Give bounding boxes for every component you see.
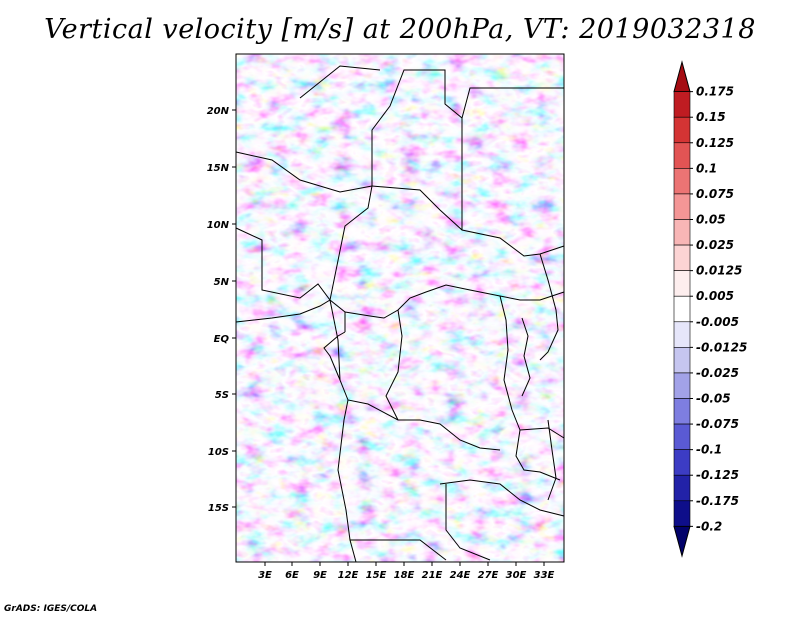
colorbar-label: -0.1 (696, 443, 722, 457)
colorbar-label: 0.025 (696, 238, 734, 252)
colorbar-label: -0.0125 (696, 340, 747, 354)
lon-label: 33E (534, 570, 555, 581)
colorbar-swatch (673, 219, 691, 246)
lat-label: 10N (207, 220, 230, 231)
colorbar: 0.175 0.15 0.125 0.1 0.075 0.05 0.025 0.0125 0.0… (673, 60, 747, 558)
colorbar-swatch (673, 321, 691, 348)
lat-label: EQ (214, 334, 230, 345)
country-boundaries (235, 65, 565, 563)
colorbar-label: -0.175 (696, 494, 739, 508)
colorbar-label: -0.2 (696, 519, 722, 533)
lon-label: 18E (394, 570, 415, 581)
colorbar-swatch (673, 244, 691, 271)
colorbar-swatch (673, 193, 691, 220)
colorbar-swatch (673, 347, 691, 374)
colorbar-label: -0.075 (696, 417, 739, 431)
colorbar-swatch (673, 398, 691, 425)
colorbar-swatch (673, 116, 691, 144)
lon-label: 21E (422, 570, 443, 581)
plot-frame (235, 53, 565, 563)
colorbar-label: 0.05 (696, 212, 726, 226)
lon-label: 3E (258, 570, 272, 581)
colorbar-swatch (673, 91, 691, 118)
colorbar-label: 0.005 (696, 289, 734, 303)
colorbar-swatch (673, 423, 691, 450)
colorbar-swatch (673, 295, 691, 323)
colorbar-top-triangle (673, 60, 691, 93)
lon-label: 27E (478, 570, 499, 581)
map-title: Vertical velocity [m/s] at 200hPa, VT: 2… (44, 14, 756, 45)
colorbar-swatch (673, 500, 691, 527)
lon-label: 12E (338, 570, 359, 581)
colorbar-swatch (673, 270, 691, 297)
colorbar-swatch (673, 142, 691, 169)
colorbar-swatch (673, 168, 691, 195)
colorbar-label: 0.075 (696, 187, 734, 201)
longitude-axis: 3E 6E 9E 12E 15E 18E 21E 24E 27E 30E 33E (258, 562, 555, 581)
colorbar-label: 0.15 (696, 110, 726, 124)
colorbar-label: -0.05 (696, 392, 731, 406)
lon-label: 9E (313, 570, 327, 581)
lon-label: 6E (285, 570, 299, 581)
colorbar-label: 0.175 (696, 85, 734, 99)
colorbar-swatch (673, 449, 691, 476)
colorbar-label: 0.125 (696, 136, 734, 150)
lat-label: 5N (214, 277, 230, 288)
lat-label: 10S (208, 447, 229, 458)
colorbar-label: 0.0125 (696, 264, 742, 278)
credit-label: GrADS: IGES/COLA (4, 604, 98, 614)
lon-label: 30E (506, 570, 527, 581)
colorbar-swatch (673, 474, 691, 502)
lon-label: 24E (450, 570, 471, 581)
colorbar-label: -0.125 (696, 468, 739, 482)
lon-label: 15E (366, 570, 387, 581)
lat-label: 20N (207, 106, 230, 117)
colorbar-label: 0.1 (696, 161, 717, 175)
latitude-axis: 20N 15N 10N 5N EQ 5S 10S 15S (207, 106, 236, 514)
colorbar-label: -0.025 (696, 366, 739, 380)
lat-label: 15S (208, 503, 229, 514)
colorbar-label: -0.005 (696, 315, 739, 329)
lat-label: 5S (215, 390, 229, 401)
lat-label: 15N (207, 163, 230, 174)
colorbar-swatch (673, 372, 691, 399)
colorbar-bottom-triangle (673, 525, 691, 558)
